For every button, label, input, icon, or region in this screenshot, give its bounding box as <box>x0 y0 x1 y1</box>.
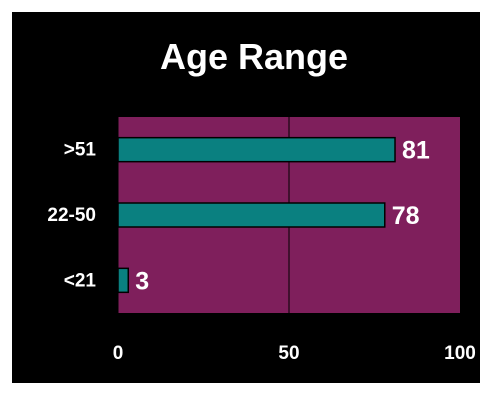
y-tick-labels: >51 22-50 <21 <box>47 140 96 292</box>
data-labels: 81 78 3 <box>135 137 430 296</box>
bars <box>117 136 396 294</box>
x-tick-label-1: 50 <box>278 343 299 364</box>
x-tick-label-2: 100 <box>444 343 476 364</box>
data-label-2: 3 <box>135 267 149 295</box>
bar-2 <box>117 267 130 294</box>
data-label-0: 81 <box>402 137 430 165</box>
bar-0 <box>117 136 396 163</box>
bar-1 <box>117 202 386 228</box>
data-label-1: 78 <box>392 202 420 230</box>
x-tick-labels: 0 50 100 <box>113 343 476 364</box>
y-tick-label-2: <21 <box>64 270 97 291</box>
y-tick-label-0: >51 <box>64 140 97 161</box>
y-tick-label-1: 22-50 <box>47 205 96 226</box>
chart-title: Age Range <box>160 36 348 77</box>
x-tick-label-0: 0 <box>113 343 124 364</box>
